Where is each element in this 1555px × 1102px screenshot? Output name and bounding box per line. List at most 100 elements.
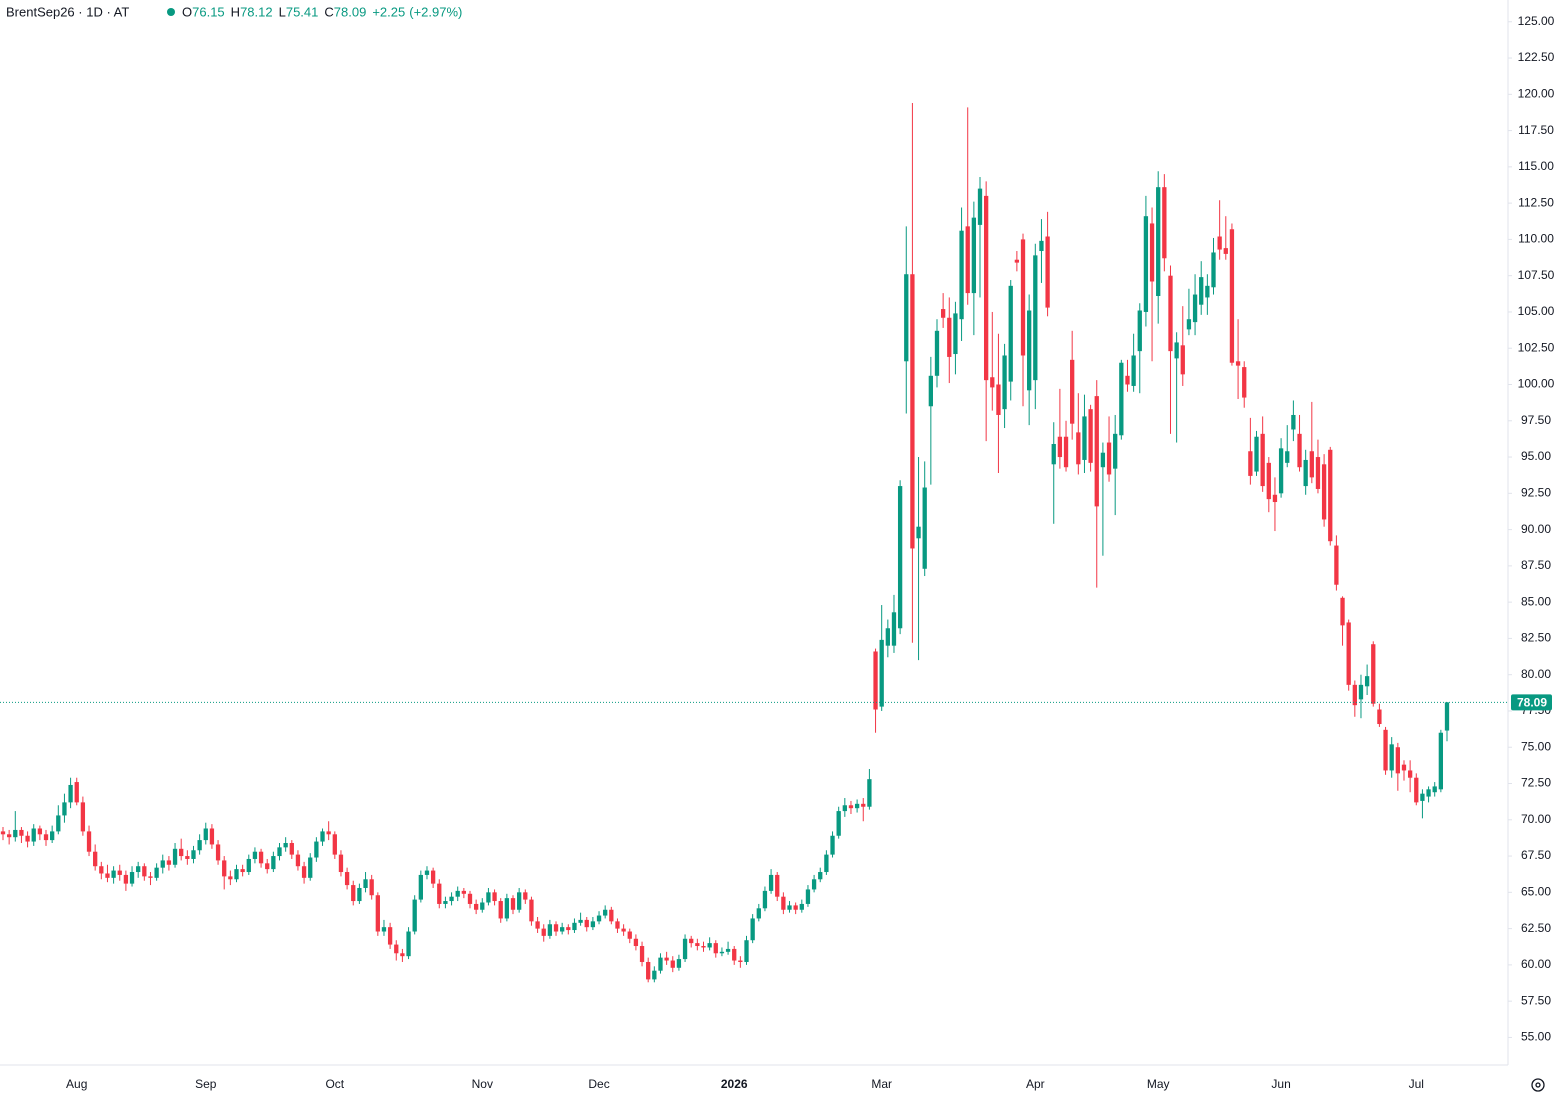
candle-body — [473, 903, 479, 910]
candle-body — [811, 879, 817, 890]
y-tick-label: 120.00 — [1518, 86, 1555, 100]
candle-body — [1248, 451, 1253, 476]
candle-body — [664, 957, 669, 961]
candle-body — [498, 901, 503, 919]
candle-body — [424, 870, 430, 875]
y-tick-label: 92.50 — [1521, 485, 1551, 499]
candle-body — [1395, 747, 1400, 774]
candle-body — [744, 940, 749, 962]
candle-body — [1352, 684, 1357, 706]
candle-body — [873, 651, 878, 710]
candle-body — [308, 857, 313, 878]
candle-body — [320, 831, 325, 842]
candle-body — [1389, 744, 1394, 771]
candle-body — [0, 831, 6, 835]
x-tick-label: 2026 — [721, 1077, 748, 1091]
candle-body — [1070, 359, 1075, 424]
candle-body — [1082, 416, 1087, 460]
candle-body — [1432, 786, 1437, 793]
y-tick-label: 110.00 — [1518, 232, 1554, 246]
candle-body — [6, 834, 12, 838]
y-tick-label: 107.50 — [1518, 268, 1555, 282]
candle-body — [793, 905, 798, 910]
y-tick-label: 85.00 — [1521, 594, 1551, 608]
y-tick-label: 115.00 — [1518, 159, 1554, 173]
candle-body — [1426, 789, 1431, 797]
candle-body — [37, 828, 43, 835]
x-tick-label: Mar — [871, 1077, 892, 1091]
y-tick-label: 117.50 — [1518, 123, 1554, 137]
candle-body — [578, 919, 583, 923]
candle-body — [904, 274, 909, 362]
candle-body — [185, 856, 190, 859]
candle-body — [805, 889, 811, 904]
candle-body — [1260, 433, 1265, 487]
candle-body — [166, 860, 172, 865]
candle-body — [639, 946, 645, 962]
candle-body — [762, 890, 768, 909]
ohlc-value: 76.15 — [192, 4, 225, 19]
candle-body — [854, 803, 860, 809]
candle-body — [1076, 432, 1081, 465]
candle-body — [1008, 285, 1013, 382]
change: +2.25 — [372, 4, 405, 19]
settings-icon[interactable] — [1531, 1078, 1545, 1092]
candle-body — [1364, 676, 1370, 687]
candle-body — [1174, 342, 1179, 359]
candle-body — [756, 908, 761, 919]
candle-body — [1211, 252, 1216, 288]
candle-body — [547, 924, 553, 936]
candle-body — [197, 840, 202, 851]
change-pct: (+2.97%) — [409, 4, 462, 19]
y-tick-label: 57.50 — [1521, 993, 1551, 1007]
candle-body — [1027, 310, 1032, 391]
candle-body — [1297, 433, 1302, 468]
x-tick-label: Sep — [195, 1077, 217, 1091]
candle-body — [1266, 462, 1271, 500]
candle-body — [738, 960, 743, 962]
candle-body — [277, 847, 282, 857]
candle-body — [271, 856, 276, 870]
y-tick-label: 112.50 — [1518, 195, 1554, 209]
candle-body — [123, 874, 129, 884]
y-tick-label: 62.50 — [1521, 921, 1551, 935]
candle-body — [455, 890, 460, 897]
candle-body — [1156, 187, 1161, 296]
candle-body — [1094, 396, 1099, 507]
candle-body — [301, 866, 307, 878]
candle-body — [1371, 644, 1376, 704]
candle-body — [344, 872, 350, 886]
y-tick-label: 95.00 — [1521, 449, 1551, 463]
candle-body — [1192, 294, 1198, 323]
candle-body — [154, 867, 159, 878]
settings-ring[interactable] — [1531, 1078, 1545, 1092]
candle-body — [621, 928, 626, 932]
y-tick-label: 87.50 — [1521, 558, 1551, 572]
x-tick-label: Jul — [1409, 1077, 1424, 1091]
candle-body — [111, 870, 116, 878]
candle-body — [1057, 436, 1063, 458]
candle-body — [910, 274, 915, 549]
candle-body — [394, 944, 399, 954]
settings-core[interactable] — [1535, 1082, 1541, 1088]
candle-body — [381, 927, 387, 932]
candle-body — [953, 313, 958, 355]
candle-body — [670, 960, 675, 968]
candle-body — [781, 896, 786, 910]
candle-body — [928, 375, 933, 407]
candle-body — [1272, 494, 1278, 503]
y-tick-label: 75.00 — [1521, 739, 1551, 753]
candle-body — [105, 873, 110, 878]
x-tick-label: Nov — [472, 1077, 493, 1091]
candle-body — [1303, 459, 1308, 487]
candle-body — [541, 928, 546, 936]
x-tick-label: Oct — [325, 1077, 344, 1091]
candle-body — [338, 854, 344, 873]
candle-body — [1063, 436, 1069, 468]
candle-body — [43, 834, 49, 841]
candle-body — [1088, 409, 1093, 463]
candle-body — [1254, 436, 1259, 472]
candle-body — [351, 885, 356, 902]
header: BrentSep26 · 1D · AT O 76.15 H 78.12 L 75.41 C… — [6, 4, 462, 19]
candle-body — [529, 899, 534, 922]
